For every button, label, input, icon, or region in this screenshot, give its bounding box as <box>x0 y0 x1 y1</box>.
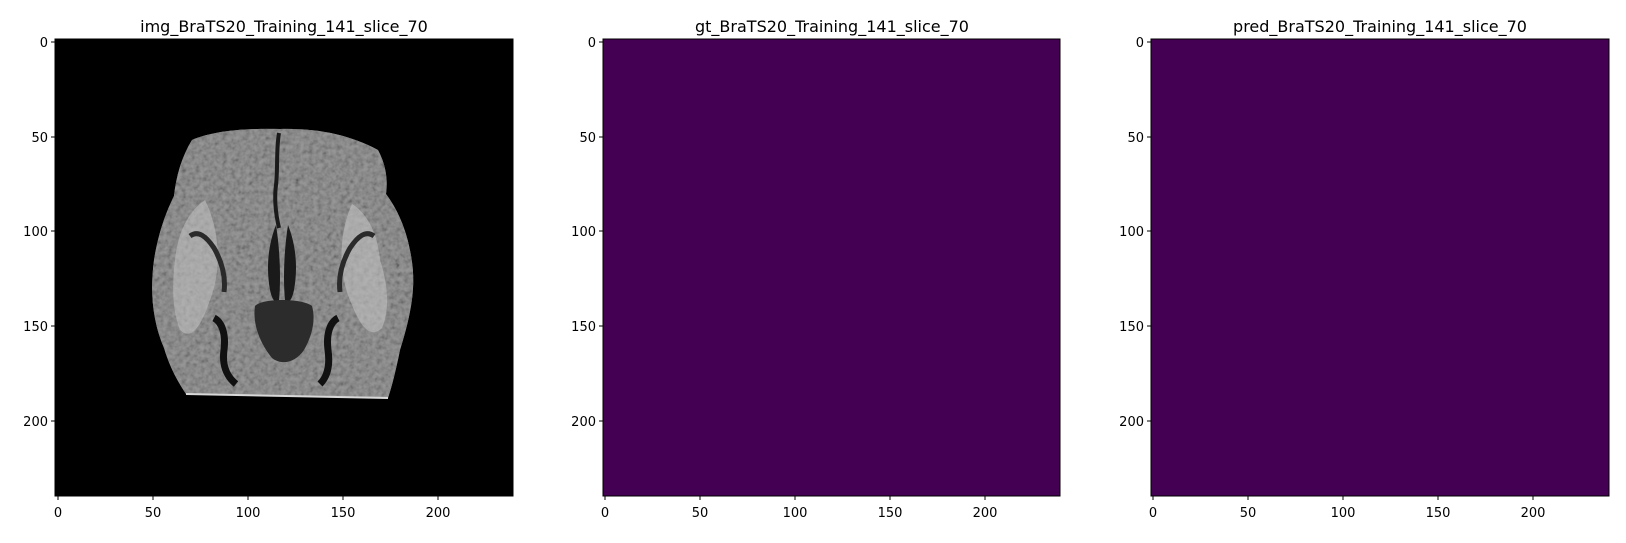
x-tick-label: 200 <box>426 506 451 521</box>
x-tick-label: 150 <box>1426 506 1451 521</box>
y-axis: 0 50 100 150 200 <box>1119 36 1151 430</box>
y-tick-label: 0 <box>588 36 596 51</box>
midline-fissure <box>273 132 281 229</box>
brain-texture-right <box>341 204 388 333</box>
x-tick-label: 100 <box>236 506 261 521</box>
x-axis: 0 50 100 150 200 <box>1149 496 1546 521</box>
y-tick-label: 100 <box>571 225 596 240</box>
brain-outer <box>152 128 414 398</box>
x-tick-label: 150 <box>331 506 356 521</box>
y-tick-label: 150 <box>23 320 48 335</box>
y-tick-label: 200 <box>23 415 48 430</box>
sulcus-left <box>188 231 227 293</box>
x-tick-label: 200 <box>973 506 998 521</box>
y-tick-label: 150 <box>1119 320 1144 335</box>
x-tick-label: 50 <box>1240 506 1257 521</box>
x-tick-label: 0 <box>54 506 62 521</box>
ventricle-right <box>284 225 296 302</box>
x-tick-label: 150 <box>878 506 903 521</box>
y-tick-label: 50 <box>1127 131 1144 146</box>
y-axis: 0 50 100 150 200 <box>571 36 603 430</box>
y-tick-label: 100 <box>23 225 48 240</box>
panel-title: pred_BraTS20_Training_141_slice_70 <box>1233 17 1527 37</box>
panel-image: img_BraTS20_Training_141_slice_70 0 50 1… <box>23 17 514 521</box>
brain-texture-left <box>173 200 218 334</box>
y-tick-label: 200 <box>571 415 596 430</box>
x-tick-label: 0 <box>1149 506 1157 521</box>
x-tick-label: 0 <box>601 506 609 521</box>
x-tick-label: 200 <box>1521 506 1546 521</box>
y-tick-label: 0 <box>1136 36 1144 51</box>
y-axis: 0 50 100 150 200 <box>23 36 55 430</box>
mask-area <box>1150 38 1610 497</box>
mask-area <box>602 38 1061 497</box>
temporal-horn-right <box>317 314 340 387</box>
x-axis: 0 50 100 150 200 <box>601 496 998 521</box>
lower-cistern <box>254 300 314 363</box>
y-tick-label: 0 <box>40 36 48 51</box>
y-tick-label: 50 <box>579 131 596 146</box>
y-tick-label: 50 <box>31 131 48 146</box>
ventricle-left <box>268 225 280 302</box>
x-tick-label: 50 <box>145 506 162 521</box>
y-tick-label: 200 <box>1119 415 1144 430</box>
panel-ground-truth: gt_BraTS20_Training_141_slice_70 0 50 10… <box>571 17 1061 521</box>
sulcus-right <box>337 231 376 293</box>
panel-prediction: pred_BraTS20_Training_141_slice_70 0 50 … <box>1119 17 1610 521</box>
lower-edge <box>185 393 389 399</box>
panel-title: img_BraTS20_Training_141_slice_70 <box>140 17 428 37</box>
x-tick-label: 100 <box>1331 506 1356 521</box>
y-tick-label: 100 <box>1119 225 1144 240</box>
temporal-horn-left <box>212 314 239 387</box>
x-axis: 0 50 100 150 200 <box>54 496 451 521</box>
x-tick-label: 50 <box>692 506 709 521</box>
brain-slice-image <box>152 128 414 399</box>
panel-title: gt_BraTS20_Training_141_slice_70 <box>695 17 969 37</box>
y-tick-label: 150 <box>571 320 596 335</box>
x-tick-label: 100 <box>783 506 808 521</box>
